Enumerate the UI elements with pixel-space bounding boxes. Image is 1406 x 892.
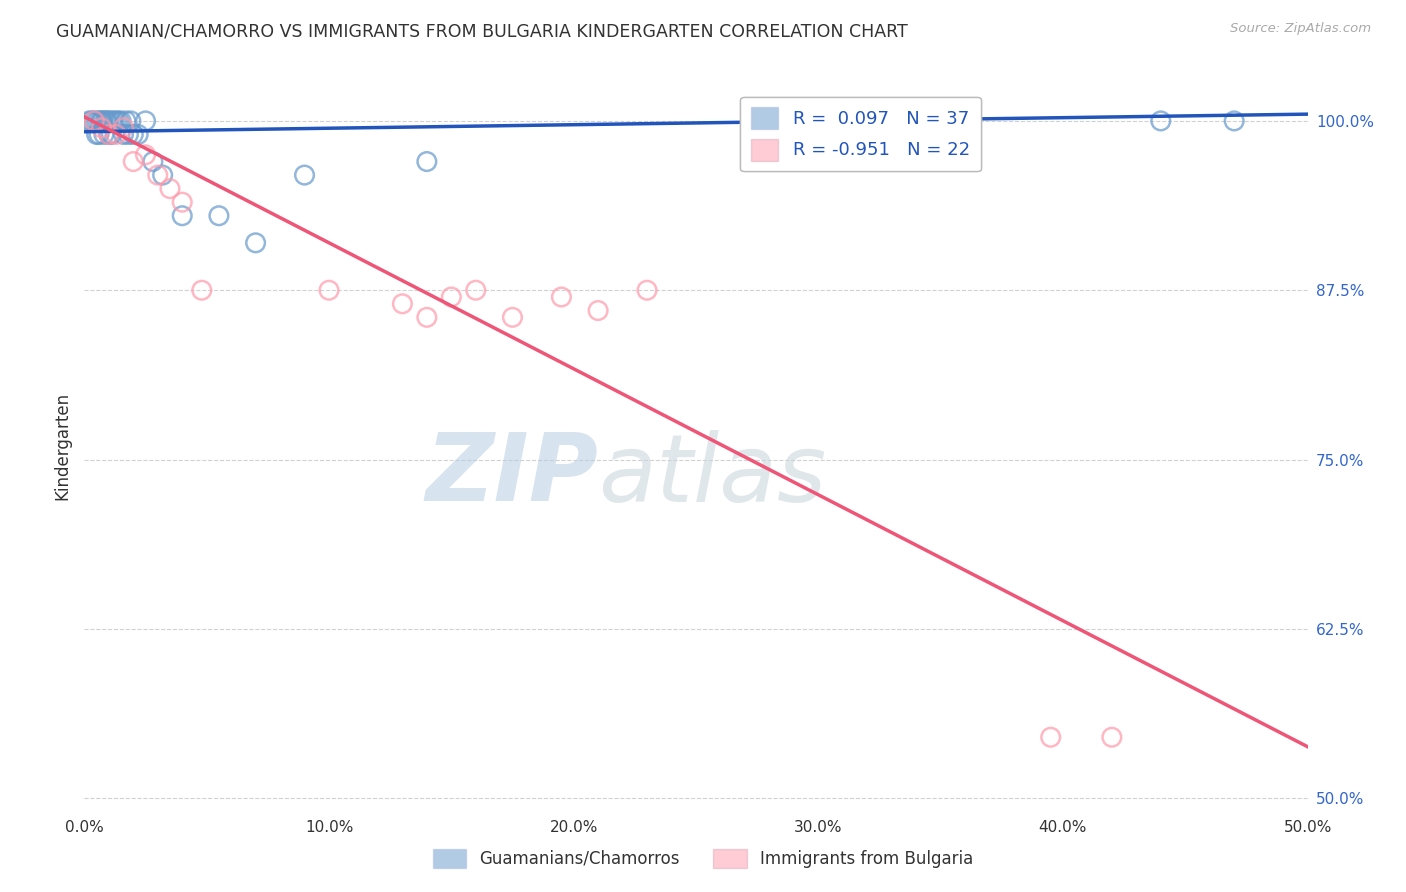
Point (97, 114, 120, 128)
Point (318, 283, 340, 297)
Point (87, 128, 110, 142)
Point (105, 128, 128, 142)
Text: GUAMANIAN/CHAMORRO VS IMMIGRANTS FROM BULGARIA KINDERGARTEN CORRELATION CHART: GUAMANIAN/CHAMORRO VS IMMIGRANTS FROM BU… (56, 22, 908, 40)
Point (117, 128, 139, 142)
Point (208, 209, 231, 223)
Point (93, 128, 115, 142)
Point (107, 114, 129, 128)
Point (96, 114, 118, 128)
Point (191, 283, 214, 297)
Point (122, 154, 145, 169)
Point (135, 148, 157, 162)
Point (440, 290, 463, 304)
Point (1150, 114, 1173, 128)
Point (112, 120, 135, 135)
Point (90, 114, 112, 128)
Point (100, 128, 122, 142)
Point (86, 128, 108, 142)
Point (120, 114, 142, 128)
Point (1223, 114, 1246, 128)
Point (83, 114, 105, 128)
Point (159, 181, 181, 195)
Point (416, 154, 439, 169)
Text: atlas: atlas (598, 430, 827, 521)
Point (172, 209, 194, 223)
Point (77, 114, 100, 128)
Legend: Guamanians/Chamorros, Immigrants from Bulgaria: Guamanians/Chamorros, Immigrants from Bu… (426, 842, 980, 875)
Point (294, 168, 316, 182)
Point (103, 114, 125, 128)
Point (1039, 730, 1062, 744)
Point (245, 235, 267, 250)
Point (135, 114, 157, 128)
Point (172, 195, 194, 210)
Point (127, 128, 149, 142)
Point (105, 114, 128, 128)
Point (122, 128, 145, 142)
Point (110, 114, 132, 128)
Text: ZIP: ZIP (425, 429, 598, 521)
Point (97, 128, 120, 142)
Point (96, 114, 118, 128)
Point (142, 154, 165, 169)
Point (391, 297, 413, 311)
Y-axis label: Kindergarten: Kindergarten (53, 392, 72, 500)
Point (90, 114, 112, 128)
Point (636, 283, 658, 297)
Point (100, 114, 122, 128)
Point (416, 310, 439, 325)
Point (112, 128, 135, 142)
Point (87, 114, 110, 128)
Point (550, 290, 572, 304)
Point (586, 303, 609, 318)
Text: Source: ZipAtlas.com: Source: ZipAtlas.com (1230, 22, 1371, 36)
Point (146, 168, 169, 182)
Point (502, 310, 524, 325)
Point (93, 114, 115, 128)
Point (97, 128, 120, 142)
Point (115, 114, 138, 128)
Point (90, 120, 112, 135)
Legend: R =  0.097   N = 37, R = -0.951   N = 22: R = 0.097 N = 37, R = -0.951 N = 22 (740, 96, 980, 171)
Point (464, 283, 486, 297)
Point (86, 114, 108, 128)
Point (152, 168, 174, 182)
Point (1101, 730, 1123, 744)
Point (83, 114, 105, 128)
Point (80, 114, 103, 128)
